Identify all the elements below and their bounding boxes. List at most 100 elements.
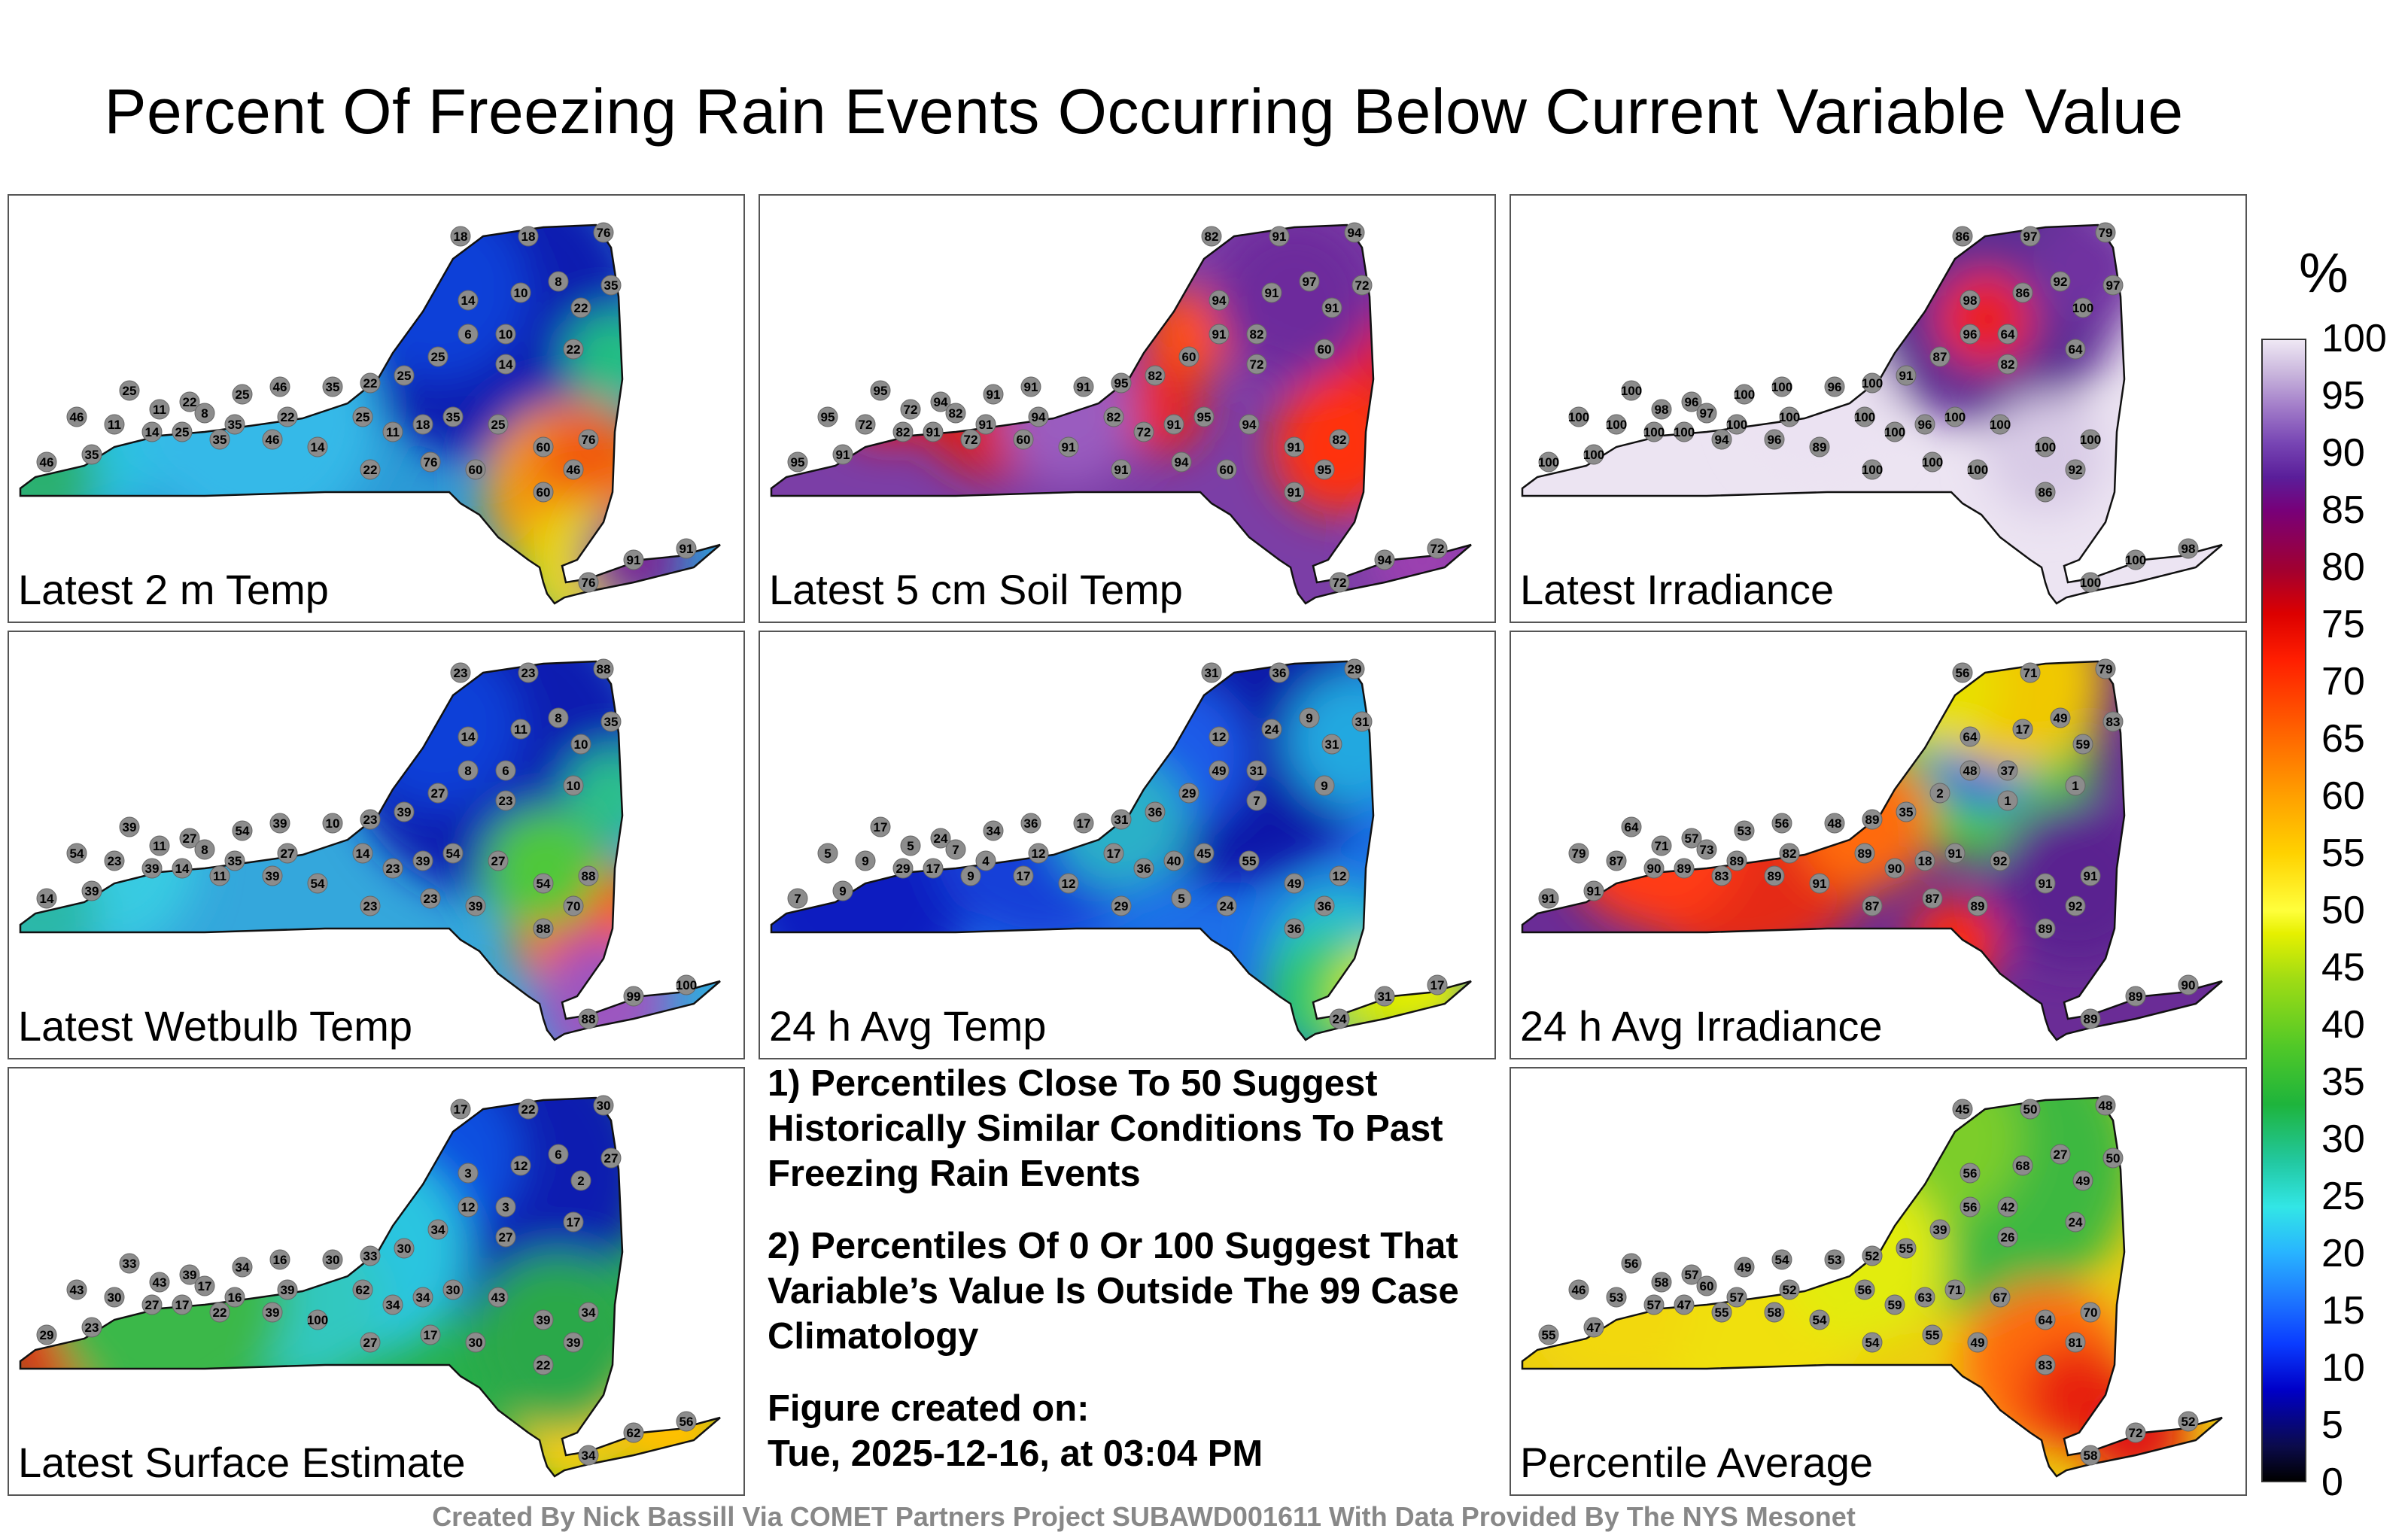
station-value: 36 — [1318, 899, 1332, 913]
colorbar-tick: 25 — [2321, 1175, 2365, 1218]
figure-created-date: Tue, 2025-12-16, at 03:04 PM — [768, 1433, 1263, 1474]
station-marker — [855, 414, 876, 435]
station-marker — [194, 1275, 215, 1296]
map-panel-2: 82 91 94 72 91 97 94 91 91 82 60 72 60 82 95 91 91 91 94 95… — [759, 194, 1496, 623]
station-marker — [1896, 1238, 1917, 1259]
station-marker — [1374, 549, 1395, 570]
station-value: 92 — [2054, 275, 2068, 289]
station-value: 91 — [979, 418, 993, 432]
station-value: 99 — [627, 989, 641, 1004]
station-marker — [1854, 843, 1875, 864]
station-value: 79 — [2099, 662, 2113, 676]
station-marker — [1990, 850, 2011, 871]
station-marker — [1643, 1294, 1665, 1315]
station-value: 27 — [363, 1336, 378, 1350]
station-value: 54 — [1775, 1253, 1789, 1267]
station-value: 17 — [1077, 816, 1091, 831]
station-marker — [1929, 1219, 1950, 1240]
station-marker — [1960, 324, 1981, 345]
station-value: 39 — [567, 1336, 581, 1350]
station-marker — [1606, 850, 1627, 871]
station-value: 100 — [1884, 425, 1905, 439]
station-value: 91 — [926, 425, 941, 439]
station-value: 30 — [397, 1242, 412, 1256]
station-value: 31 — [1114, 813, 1129, 827]
station-value: 100 — [1726, 418, 1747, 432]
station-value: 39 — [416, 854, 430, 868]
station-value: 39 — [145, 862, 160, 876]
station-value: 92 — [1993, 854, 2008, 868]
station-marker — [1329, 429, 1350, 450]
station-value: 83 — [2039, 1358, 2053, 1372]
colorbar-tick: 80 — [2321, 546, 2365, 589]
station-marker — [1643, 858, 1665, 879]
station-marker — [1246, 760, 1267, 781]
panel-label: Latest 2 m Temp — [18, 566, 329, 613]
station-marker — [1621, 380, 1642, 401]
station-value: 30 — [469, 1336, 483, 1350]
station-value: 39 — [1933, 1223, 1947, 1237]
station-value: 100 — [2080, 576, 2101, 590]
station-marker — [458, 760, 479, 781]
station-value: 82 — [2001, 357, 2015, 372]
station-value: 91 — [2084, 869, 2098, 883]
station-marker — [1321, 734, 1342, 755]
station-value: 5 — [1178, 892, 1184, 906]
station-marker — [442, 1279, 464, 1300]
station-value: 30 — [446, 1283, 461, 1297]
station-value: 3 — [502, 1200, 509, 1214]
station-marker — [548, 271, 569, 292]
station-marker — [960, 429, 981, 450]
station-value: 90 — [1647, 862, 1662, 876]
station-value: 5 — [824, 847, 831, 861]
station-value: 35 — [446, 410, 461, 424]
station-value: 100 — [676, 978, 697, 992]
station-marker — [1944, 1279, 1966, 1300]
station-value: 22 — [574, 301, 588, 315]
station-marker — [172, 1294, 193, 1315]
station-marker — [224, 850, 245, 871]
station-marker — [2065, 459, 2086, 480]
station-marker — [458, 1163, 479, 1184]
station-marker — [1862, 372, 1883, 394]
station-value: 91 — [1212, 327, 1227, 342]
station-value: 60 — [1318, 342, 1332, 357]
station-marker — [1606, 414, 1627, 435]
station-value: 12 — [1212, 730, 1227, 744]
state-outline — [1521, 223, 2223, 605]
station-marker — [427, 783, 448, 804]
station-value: 14 — [145, 425, 160, 439]
station-value: 39 — [397, 805, 412, 819]
station-marker — [1209, 760, 1230, 781]
colorbar-tick: 0 — [2321, 1461, 2343, 1504]
station-marker — [1538, 888, 1559, 909]
colorbar-tick: 100 — [2321, 317, 2387, 360]
station-marker — [262, 1302, 283, 1323]
station-marker — [1246, 790, 1267, 811]
station-marker — [149, 399, 170, 420]
station-value: 10 — [567, 779, 581, 793]
station-value: 10 — [574, 737, 588, 752]
station-marker — [1726, 414, 1747, 435]
station-marker — [1261, 719, 1282, 740]
station-marker — [1862, 1245, 1883, 1266]
station-marker — [1764, 429, 1785, 450]
station-marker — [1824, 813, 1845, 834]
station-value: 29 — [1348, 662, 1362, 676]
station-marker — [394, 365, 415, 386]
station-marker — [2035, 1354, 2056, 1375]
station-marker — [2080, 865, 2101, 886]
station-marker — [1809, 873, 1830, 894]
station-value: 18 — [416, 418, 430, 432]
station-value: 14 — [499, 357, 513, 372]
station-value: 68 — [2016, 1159, 2030, 1173]
station-value: 91 — [1587, 884, 1601, 898]
station-value: 7 — [1253, 794, 1260, 808]
station-marker — [1321, 297, 1342, 318]
station-value: 100 — [307, 1313, 328, 1327]
station-value: 36 — [1272, 666, 1287, 680]
station-marker — [1145, 365, 1166, 386]
station-value: 94 — [1212, 293, 1227, 308]
station-marker — [2080, 1302, 2101, 1323]
station-marker — [2050, 707, 2071, 728]
